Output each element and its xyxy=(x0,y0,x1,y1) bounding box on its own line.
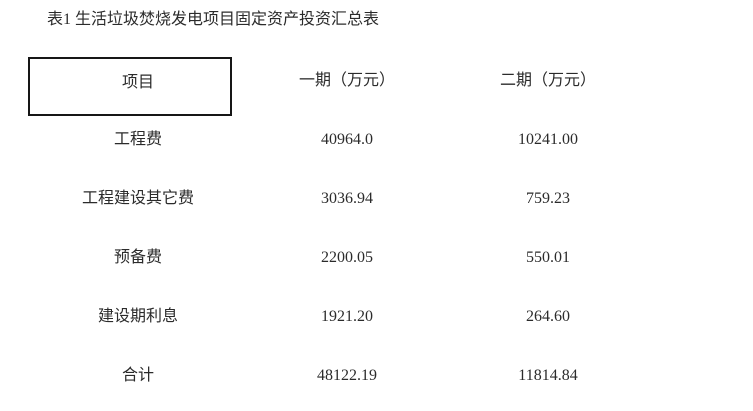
row-phase2-value: 10241.00 xyxy=(518,131,578,148)
row-item-label: 预备费 xyxy=(113,249,162,266)
row-phase2-value: 264.60 xyxy=(526,308,570,325)
total-phase2-value: 11814.84 xyxy=(518,367,578,384)
row-phase1-value: 40964.0 xyxy=(321,131,373,148)
header-cell-phase2: 二期（万元） xyxy=(499,72,596,89)
total-row-label: 合计 xyxy=(121,367,154,384)
row-phase1-value: 3036.94 xyxy=(321,190,373,207)
row-phase2-value: 759.23 xyxy=(526,190,570,207)
row-phase2-value: 550.01 xyxy=(526,249,570,266)
table-caption: 表1 生活垃圾焚烧发电项目固定资产投资汇总表 xyxy=(47,11,380,28)
header-cell-item: 项目 xyxy=(28,57,232,116)
investment-summary-table: 项目 一期（万元） 二期（万元） 工程费 40964.0 10241.00 工程… xyxy=(28,57,634,411)
row-item-label: 工程费 xyxy=(113,131,162,148)
row-phase1-value: 1921.20 xyxy=(321,308,373,325)
total-phase1-value: 48122.19 xyxy=(317,367,377,384)
header-cell-phase1: 一期（万元） xyxy=(298,72,395,89)
row-item-label: 建设期利息 xyxy=(97,308,178,325)
row-phase1-value: 2200.05 xyxy=(321,249,373,266)
row-item-label: 工程建设其它费 xyxy=(81,190,194,207)
